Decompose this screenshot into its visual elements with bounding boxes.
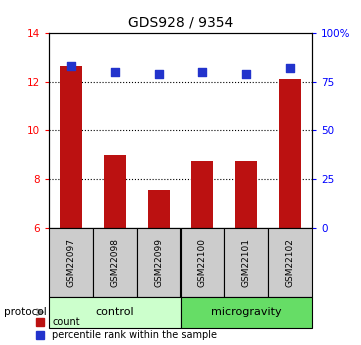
Bar [49,297,180,328]
Bar [191,161,213,228]
Text: GSM22099: GSM22099 [154,238,163,287]
Point [287,65,293,71]
Text: GDS928 / 9354: GDS928 / 9354 [128,16,233,30]
Bar [93,228,136,297]
Text: control: control [95,307,134,317]
Point [200,69,205,75]
Bar [268,228,312,297]
Bar [180,228,225,297]
Bar [235,161,257,228]
Bar [136,228,180,297]
Legend: count, percentile rank within the sample: count, percentile rank within the sample [35,317,217,340]
Text: GSM22098: GSM22098 [110,238,119,287]
Text: GSM22102: GSM22102 [286,238,295,287]
Text: GSM22100: GSM22100 [198,238,207,287]
Point [68,63,74,69]
Text: GSM22101: GSM22101 [242,238,251,287]
Text: GSM22097: GSM22097 [66,238,75,287]
Bar [225,228,268,297]
Point [156,71,161,77]
Text: microgravity: microgravity [211,307,282,317]
Bar [60,66,82,228]
Point [243,71,249,77]
Bar [49,228,93,297]
Bar [148,190,170,228]
Bar [104,155,126,228]
Bar [180,297,312,328]
Bar [279,79,301,228]
Text: protocol: protocol [4,307,46,317]
Point [112,69,117,75]
